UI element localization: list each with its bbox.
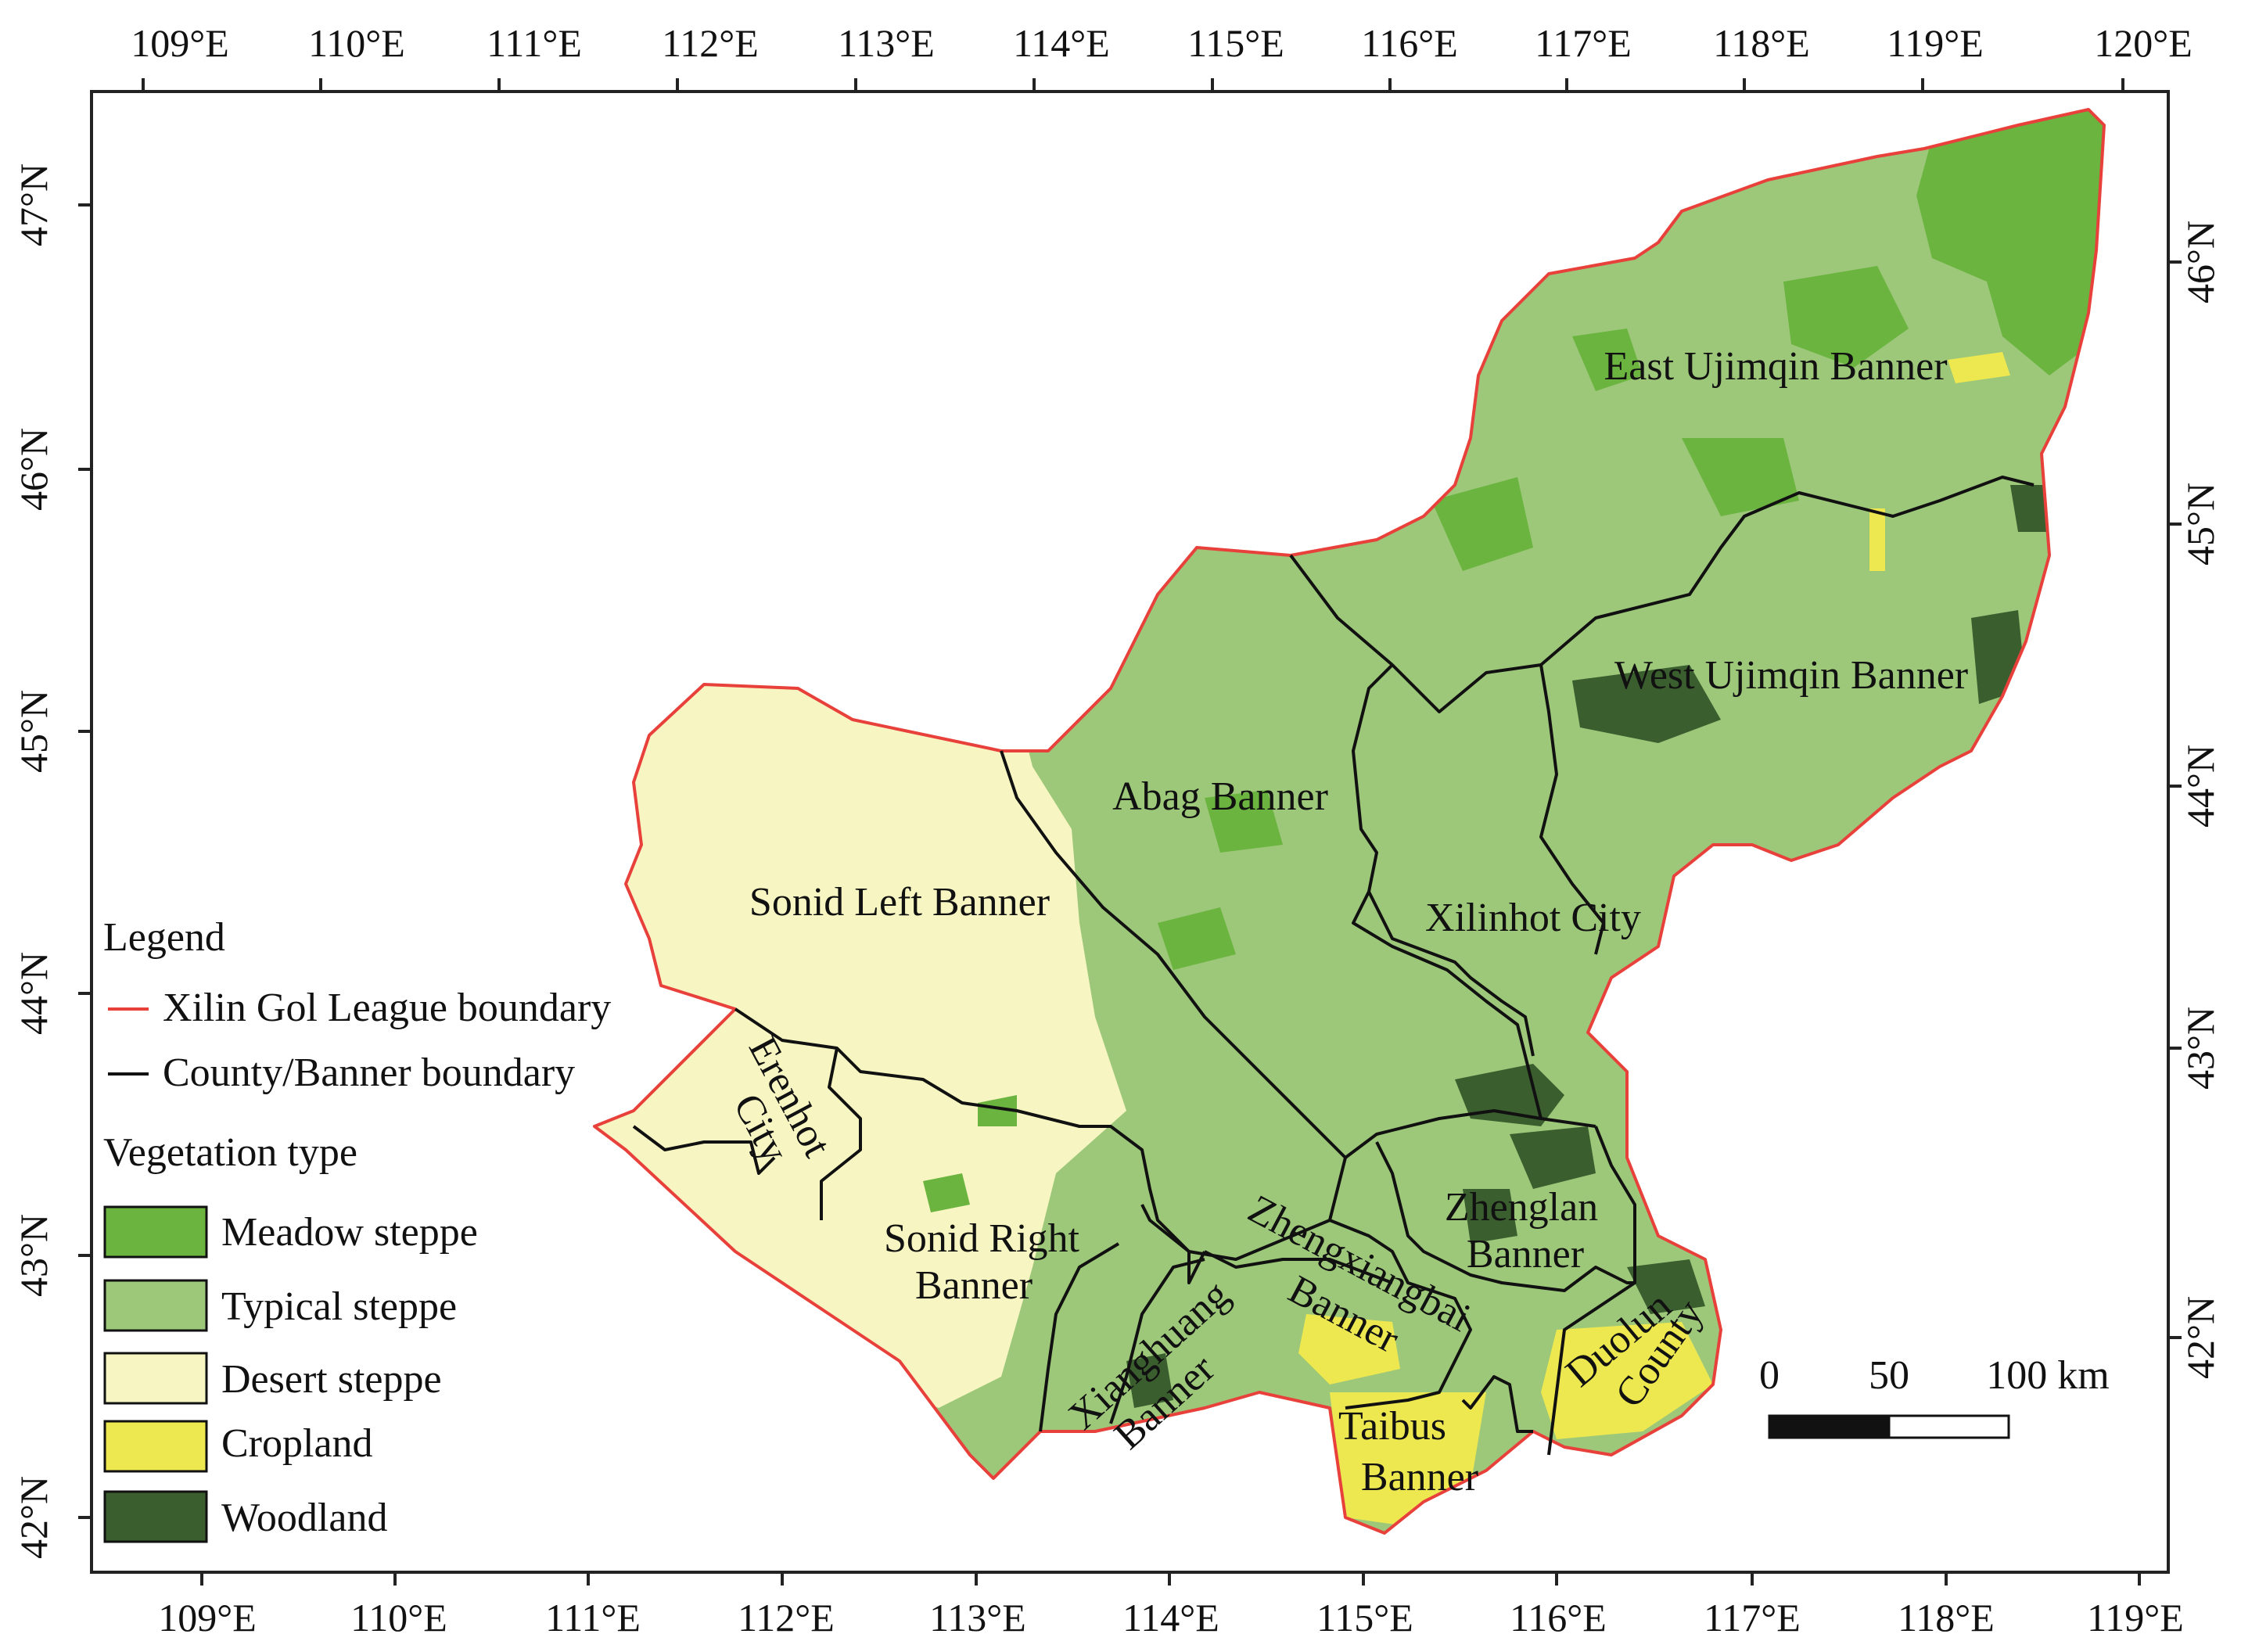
tick-top-110e: 110°E <box>308 21 405 65</box>
legend-swatch-desert <box>103 1352 208 1405</box>
tick-left-43n: 43°N <box>12 1214 56 1297</box>
legend-title: Legend <box>103 915 225 960</box>
meadow-steppe-patch-7 <box>978 1095 1017 1126</box>
meadow-steppe-patch-1 <box>1783 266 1909 368</box>
scale-bar-black <box>1768 1414 1891 1439</box>
legend-county-label: County/Banner boundary <box>163 1050 575 1095</box>
meadow-steppe-patch-4 <box>1682 438 1799 516</box>
label-taibus-2: Banner <box>1361 1455 1478 1499</box>
legend-item-woodland: Woodland <box>221 1496 387 1540</box>
tick-left-47n: 47°N <box>12 163 56 246</box>
label-sonid-right-2: Banner <box>915 1263 1033 1308</box>
tick-left-42n: 42°N <box>12 1476 56 1559</box>
meadow-steppe-patch-3 <box>1431 477 1533 571</box>
cropland-west-ujimqin <box>1869 508 1885 571</box>
meadow-steppe-patch-8 <box>1158 907 1236 970</box>
cropland-zhengxiangbai <box>1298 1314 1400 1384</box>
label-sonid-left: Sonid Left Banner <box>749 880 1050 925</box>
woodland-south <box>1455 1064 1564 1126</box>
legend-swatch-woodland <box>103 1490 208 1543</box>
tick-right-42n: 42°N <box>2178 1296 2222 1379</box>
bottom-axis-labels: 109°E 110°E 111°E 112°E 113°E 114°E 115°… <box>158 1596 2184 1639</box>
cropland-duolun <box>1541 1322 1713 1439</box>
scale-bar-white <box>1887 1414 2010 1439</box>
tick-bottom-117e: 117°E <box>1704 1596 1801 1639</box>
meadow-steppe-patch-5 <box>1205 790 1283 853</box>
county-boundaries <box>632 476 2035 1456</box>
tick-marks <box>78 78 2182 1586</box>
scale-label-0: 0 <box>1759 1353 1780 1398</box>
woodland-south-3 <box>1463 1189 1517 1244</box>
legend-league-label: Xilin Gol League boundary <box>163 986 611 1030</box>
tick-bottom-110e: 110°E <box>350 1596 447 1639</box>
tick-right-43n: 43°N <box>2178 1007 2222 1090</box>
legend-item-desert: Desert steppe <box>221 1357 442 1402</box>
meadow-steppe-patch-6 <box>923 1173 970 1212</box>
tick-top-112e: 112°E <box>662 21 759 65</box>
woodland-south-2 <box>1510 1126 1596 1189</box>
legend-item-typical: Typical steppe <box>221 1284 457 1329</box>
label-west-ujimqin: West Ujimqin Banner <box>1614 653 1968 698</box>
tick-top-111e: 111°E <box>487 21 582 65</box>
woodland-west-ujimqin <box>1572 665 1721 743</box>
tick-bottom-115e: 115°E <box>1316 1596 1413 1639</box>
tick-left-45n: 45°N <box>12 690 56 773</box>
legend: Legend Xilin Gol League boundary County/… <box>103 915 611 1543</box>
scale-bar: 0 50 100 km <box>1759 1353 2110 1439</box>
tick-top-120e: 120°E <box>2094 21 2193 65</box>
tick-right-44n: 44°N <box>2178 745 2222 828</box>
tick-bottom-114e: 114°E <box>1122 1596 1219 1639</box>
tick-bottom-119e: 119°E <box>2087 1596 2184 1639</box>
legend-veg-title: Vegetation type <box>103 1130 357 1175</box>
tick-bottom-111e: 111°E <box>545 1596 641 1639</box>
tick-top-113e: 113°E <box>838 21 935 65</box>
legend-swatch-cropland <box>103 1420 208 1473</box>
tick-top-119e: 119°E <box>1887 21 1984 65</box>
tick-top-116e: 116°E <box>1361 21 1458 65</box>
tick-right-46n: 46°N <box>2178 221 2222 303</box>
label-east-ujimqin: East Ujimqin Banner <box>1604 344 1947 389</box>
cropland-ne <box>1948 352 2010 383</box>
left-axis-labels: 47°N 46°N 45°N 44°N 43°N 42°N <box>12 163 56 1559</box>
tick-bottom-109e: 109°E <box>158 1596 257 1639</box>
label-taibus-1: Taibus <box>1338 1404 1446 1449</box>
tick-top-118e: 118°E <box>1713 21 1810 65</box>
tick-top-114e: 114°E <box>1013 21 1110 65</box>
tick-bottom-113e: 113°E <box>929 1596 1026 1639</box>
label-sonid-right-1: Sonid Right <box>884 1216 1079 1261</box>
league-boundary <box>593 108 2106 1535</box>
meadow-steppe-ne <box>1916 110 2104 375</box>
legend-swatch-meadow <box>103 1205 208 1259</box>
top-axis-labels: 109°E 110°E 111°E 112°E 113°E 114°E 115°… <box>131 21 2193 65</box>
scale-label-100km: 100 km <box>1986 1353 2109 1398</box>
woodland-ne-edge <box>2010 485 2049 532</box>
legend-item-meadow: Meadow steppe <box>221 1210 478 1255</box>
legend-swatch-typical <box>103 1279 208 1332</box>
woodland-southeast <box>1627 1259 1705 1314</box>
tick-right-45n: 45°N <box>2178 483 2222 566</box>
meadow-steppe-patch-2 <box>1572 329 1643 391</box>
scale-label-50: 50 <box>1869 1353 1909 1398</box>
label-zhenglan-1: Zhenglan <box>1445 1185 1598 1230</box>
tick-top-117e: 117°E <box>1535 21 1632 65</box>
label-zhenglan-2: Banner <box>1467 1232 1584 1277</box>
tick-left-46n: 46°N <box>12 428 56 511</box>
label-abag: Abag Banner <box>1112 774 1328 819</box>
legend-item-cropland: Cropland <box>221 1421 373 1466</box>
label-xilinhot: Xilinhot City <box>1425 896 1641 940</box>
tick-top-109e: 109°E <box>131 21 229 65</box>
tick-bottom-112e: 112°E <box>738 1596 835 1639</box>
tick-bottom-118e: 118°E <box>1898 1596 1995 1639</box>
right-axis-labels: 46°N 45°N 44°N 43°N 42°N <box>2178 221 2222 1379</box>
tick-left-44n: 44°N <box>12 952 56 1035</box>
study-region <box>593 108 2106 1535</box>
woodland-xianghuang <box>1126 1353 1173 1408</box>
tick-bottom-116e: 116°E <box>1510 1596 1607 1639</box>
tick-top-115e: 115°E <box>1187 21 1284 65</box>
